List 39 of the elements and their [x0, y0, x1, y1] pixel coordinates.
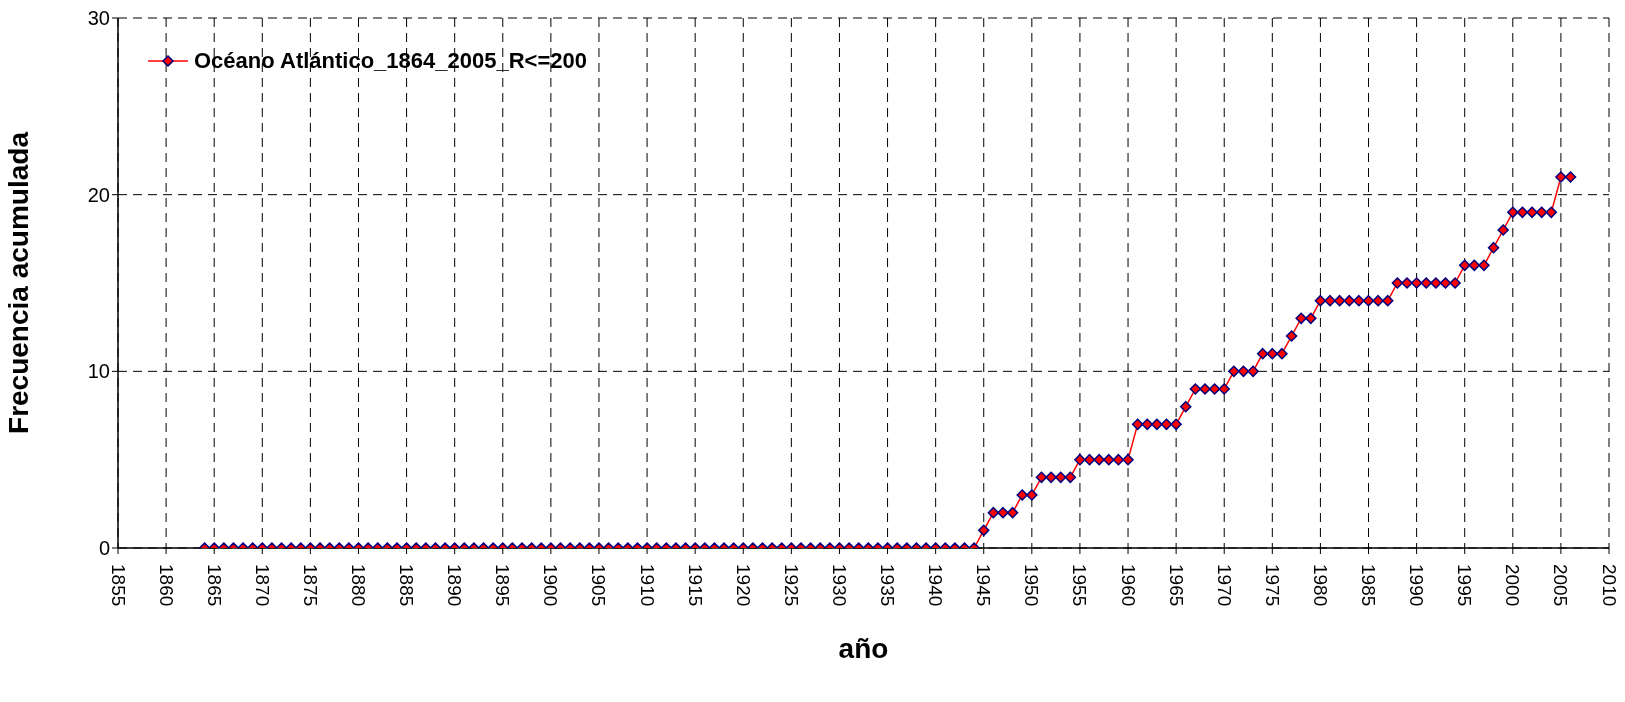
x-tick-label: 1910: [636, 564, 658, 607]
x-tick-label: 1970: [1213, 564, 1235, 607]
x-tick-label: 1880: [347, 564, 369, 607]
x-tick-label: 1905: [588, 564, 610, 607]
x-tick-label: 1990: [1406, 564, 1428, 607]
x-tick-label: 1885: [396, 564, 418, 607]
y-axis-title: Frecuencia acumulada: [2, 131, 34, 434]
x-tick-label: 1960: [1117, 564, 1139, 607]
x-tick-label: 1975: [1261, 564, 1283, 607]
x-tick-label: 1995: [1454, 564, 1476, 607]
x-tick-label: 1965: [1165, 564, 1187, 607]
y-tick-label: 30: [87, 7, 110, 30]
x-tick-label: 2010: [1598, 564, 1620, 607]
legend-label: Océano Atlántico_1864_2005_R<=200: [194, 48, 587, 74]
x-tick-label: 1945: [973, 564, 995, 607]
x-tick-label: 1985: [1358, 564, 1380, 607]
y-tick-label: 0: [98, 537, 110, 560]
x-tick-label: 2005: [1550, 564, 1572, 607]
x-tick-label: 1855: [107, 564, 129, 607]
x-tick-label: 1860: [155, 564, 177, 607]
x-tick-label: 1950: [1021, 564, 1043, 607]
x-tick-label: 1920: [732, 564, 754, 607]
x-tick-label: 1890: [444, 564, 466, 607]
y-tick-label: 20: [87, 183, 110, 206]
x-tick-label: 1870: [251, 564, 273, 607]
x-tick-label: 1980: [1309, 564, 1331, 607]
x-tick-label: 1865: [203, 564, 225, 607]
x-tick-label: 1915: [684, 564, 706, 607]
x-axis-title: año: [838, 633, 889, 664]
x-tick-label: 1900: [540, 564, 562, 607]
x-tick-label: 1940: [925, 564, 947, 607]
x-tick-label: 1875: [299, 564, 321, 607]
x-tick-label: 1935: [877, 564, 899, 607]
y-tick-label: 10: [87, 360, 110, 383]
x-tick-label: 1925: [780, 564, 802, 607]
x-tick-label: 2000: [1502, 564, 1524, 607]
x-tick-label: 1895: [492, 564, 514, 607]
x-tick-label: 1930: [828, 564, 850, 607]
x-tick-label: 1955: [1069, 564, 1091, 607]
